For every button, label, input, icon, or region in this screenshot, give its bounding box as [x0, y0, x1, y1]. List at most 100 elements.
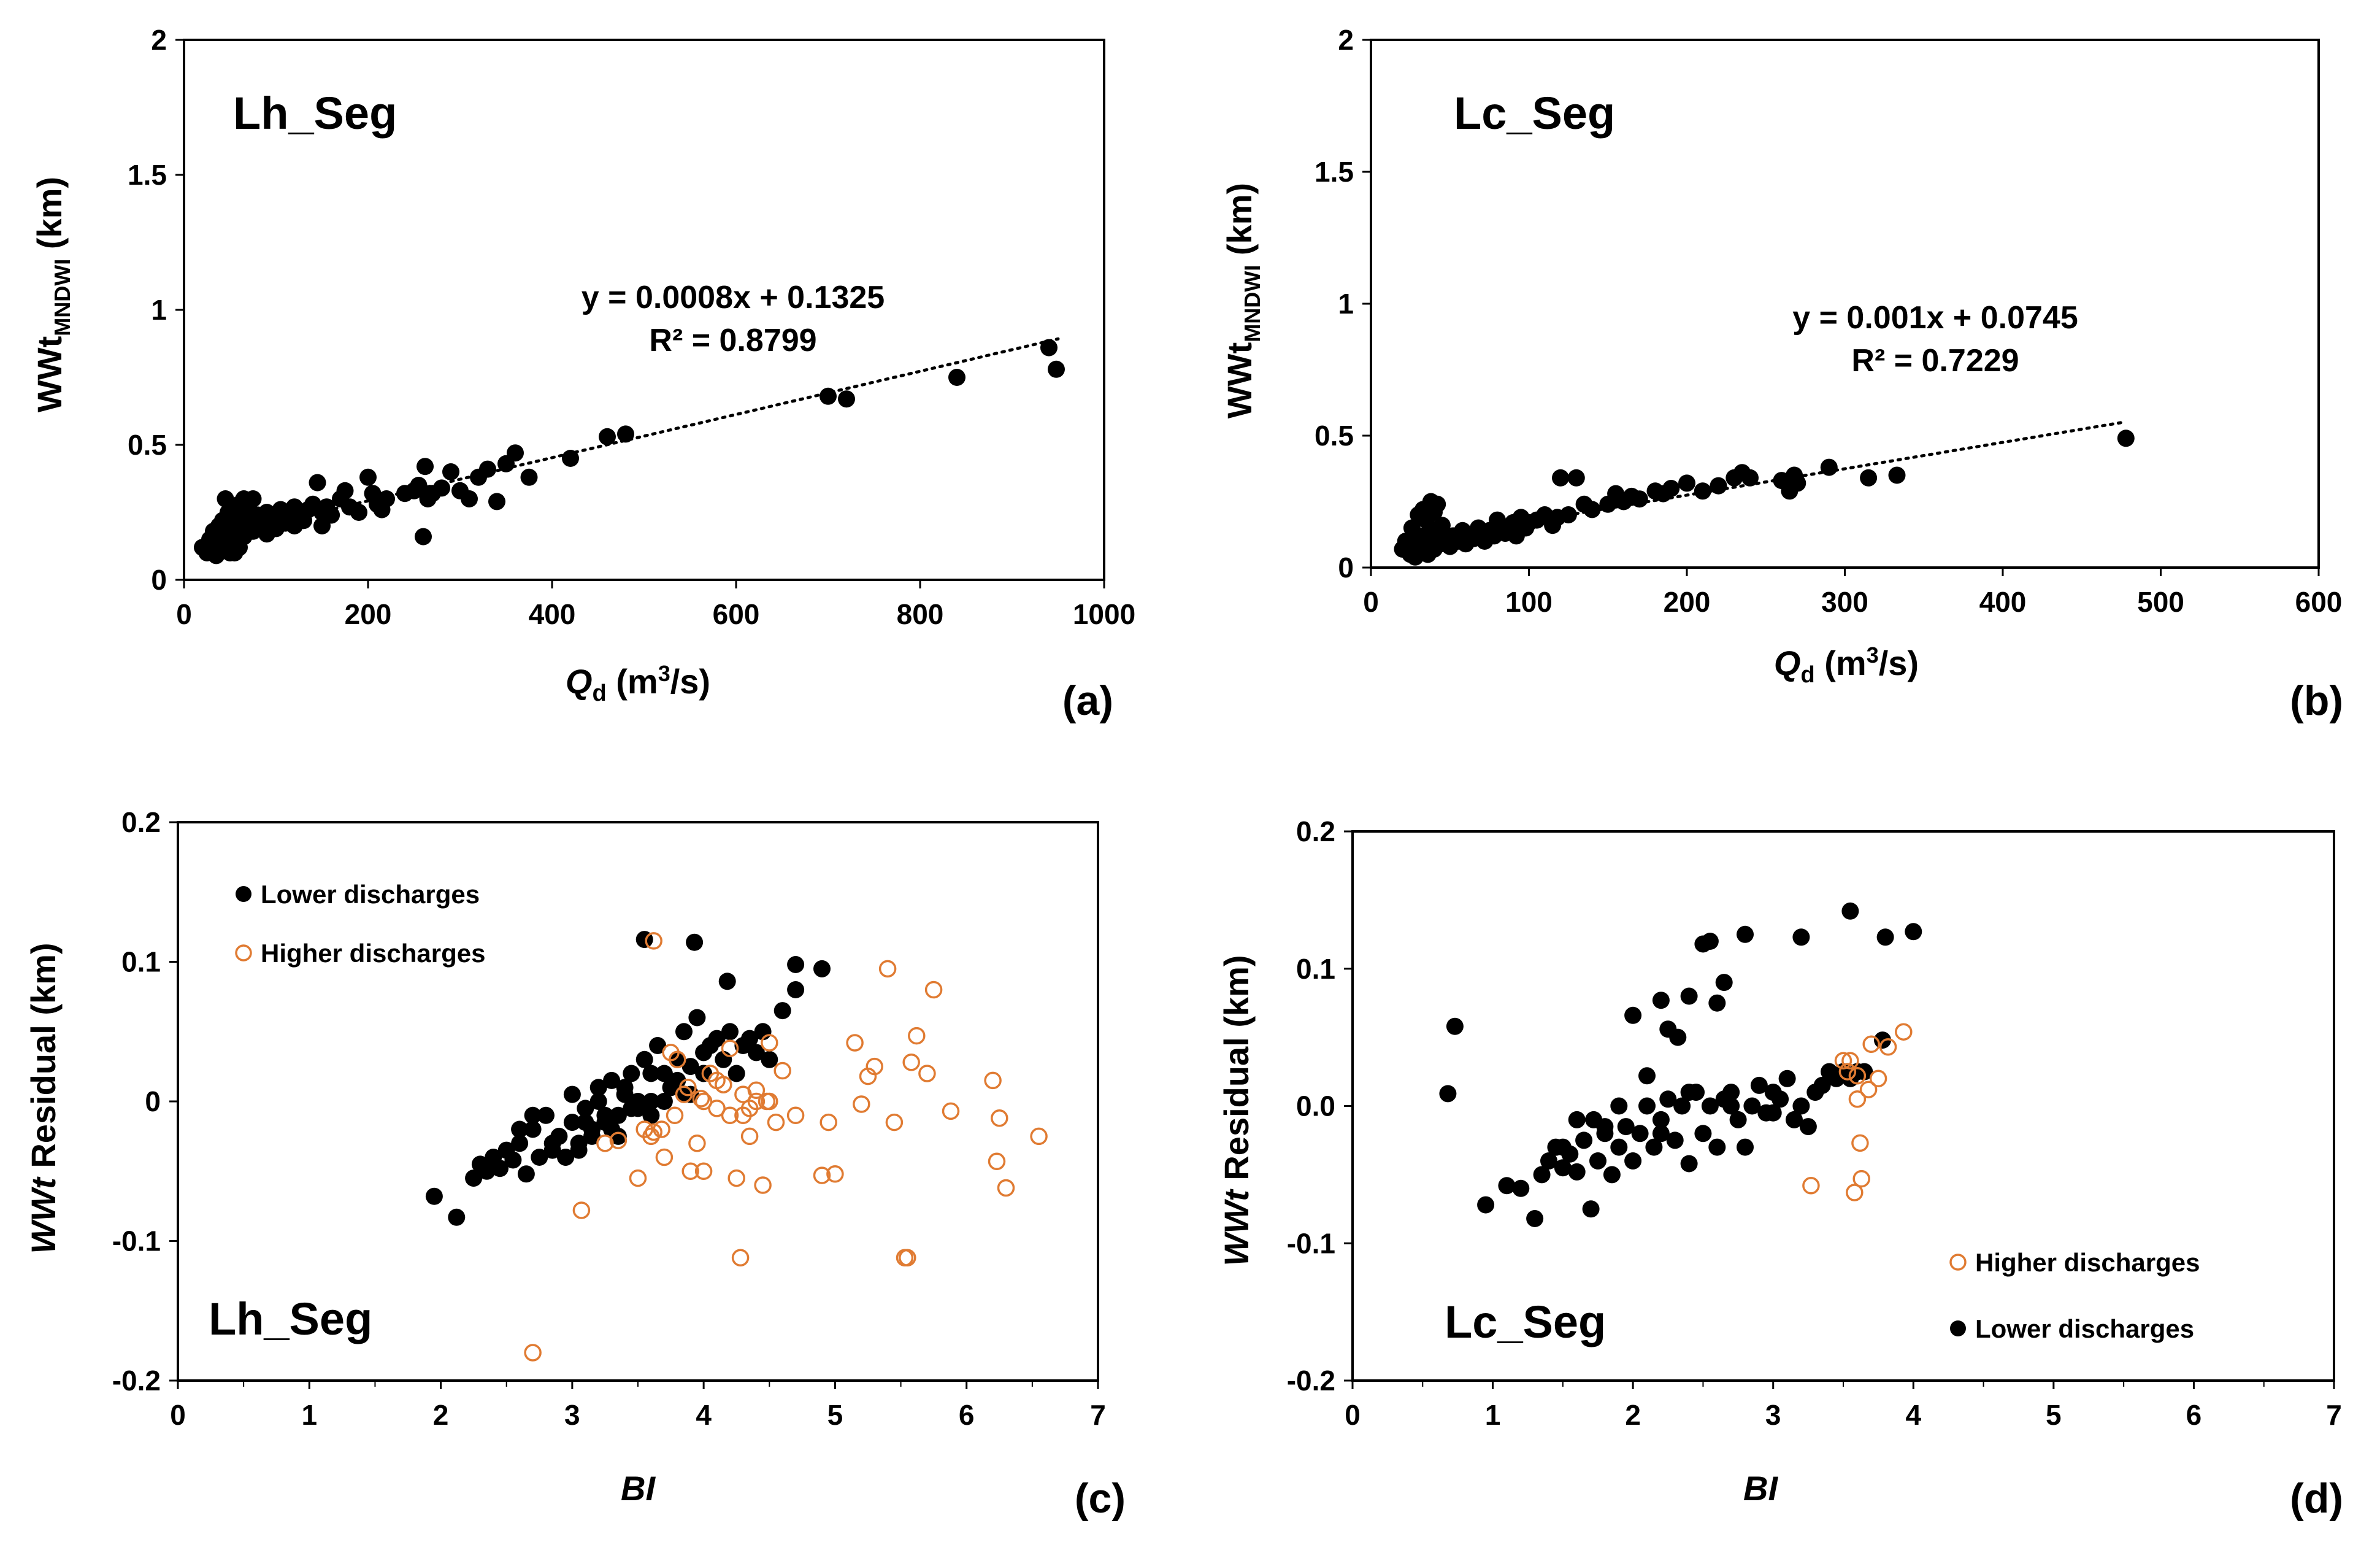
- panel-c-point-lower: [655, 1065, 673, 1082]
- panel-d-point-lower: [1568, 1111, 1586, 1128]
- panel-b: 0 100 200 300 400 500 600 0 0.5 1 1.5 2 Lc_Seg y = …: [1220, 24, 2343, 724]
- panel-b-point-lower: [1567, 469, 1585, 487]
- panel-d-point-lower: [1582, 1200, 1600, 1218]
- panel-d-point-lower: [1701, 1097, 1719, 1115]
- panel-a-point-lower: [461, 490, 478, 507]
- panel-a-point-lower: [295, 512, 312, 530]
- panel-d-xtick-label: 0: [1345, 1399, 1361, 1431]
- panel-c-point-lower: [747, 1044, 765, 1062]
- panel-a-point-lower: [507, 444, 524, 462]
- panel-a-xlabel: Qd (m3/s): [566, 661, 710, 706]
- panel-d-point-lower: [1554, 1159, 1572, 1177]
- panel-c-point-higher: [669, 1050, 686, 1069]
- panel-b-point-lower: [1820, 458, 1838, 476]
- panel-d-point-lower: [1617, 1118, 1635, 1136]
- panel-c-point-lower: [478, 1162, 496, 1180]
- panel-c-point-lower: [589, 1093, 607, 1110]
- panel-d-point-lower: [1568, 1163, 1586, 1181]
- panel-d-point-lower: [1659, 1090, 1677, 1108]
- panel-a-xtick-label: 600: [713, 598, 760, 630]
- panel-d-xtick-label: 3: [1765, 1399, 1781, 1431]
- panel-c-point-higher: [740, 1100, 759, 1117]
- panel-a-ytick-label: 2: [151, 24, 167, 56]
- panel-d-point-lower: [1631, 1125, 1649, 1143]
- panel-d-point-lower: [1589, 1152, 1606, 1170]
- panel-a-xlabel-sub: d: [592, 680, 606, 706]
- panel-a-ytick-label: 1: [151, 294, 167, 326]
- panel-b-xlabel: Qd (m3/s): [1774, 642, 1919, 688]
- panel-c-xtick-label: 5: [827, 1399, 843, 1431]
- panel-b-point-lower: [1710, 477, 1727, 495]
- panel-a-point-lower: [378, 490, 395, 507]
- panel-c-point-lower: [662, 1079, 680, 1096]
- panel-d-point-lower: [1446, 1017, 1464, 1035]
- panel-c-point-lower: [727, 1065, 745, 1082]
- panel-a-point-lower: [520, 468, 538, 486]
- panel-c-point-lower: [589, 1079, 607, 1096]
- panel-a-point-lower: [1040, 339, 1058, 356]
- panel-c-point-lower: [511, 1135, 529, 1152]
- panel-d-point-lower: [1666, 1131, 1684, 1149]
- panel-b-ylabel-unit: (km): [1220, 183, 1259, 265]
- panel-c-label: (c): [1075, 1475, 1126, 1522]
- panel-c-point-higher: [761, 1034, 778, 1052]
- panel-c-point-lower: [603, 1071, 621, 1089]
- panel-a-point-lower: [416, 458, 434, 476]
- panel-c-point-lower: [688, 1009, 706, 1027]
- panel-a-point-lower: [410, 477, 428, 494]
- panel-b-point-lower: [1789, 474, 1806, 492]
- panel-a-point-lower: [433, 479, 450, 497]
- panel-a-point-lower: [240, 498, 257, 516]
- panel-d-point-lower: [1841, 902, 1859, 920]
- panel-a-point-lower: [217, 525, 234, 543]
- panel-c-legend-higher-marker: [235, 944, 252, 961]
- panel-a-point-lower: [235, 528, 253, 545]
- panel-a-segment-label: Lh_Seg: [233, 88, 397, 139]
- panel-a-xtick-label: 800: [897, 598, 944, 630]
- panel-c-point-lower: [570, 1141, 588, 1159]
- panel-d-point-lower: [1792, 928, 1810, 946]
- panel-d-ytick-label: 0.0: [1296, 1090, 1335, 1122]
- panel-c-point-higher: [679, 1079, 697, 1096]
- panel-d-legend-lower-marker: [1950, 1320, 1966, 1336]
- panel-c-point-higher: [853, 1095, 870, 1113]
- panel-d-point-lower: [1610, 1097, 1628, 1115]
- panel-c-point-lower: [681, 1058, 699, 1076]
- panel-d-xlabel: BI: [1743, 1469, 1778, 1508]
- panel-a-point-lower: [599, 428, 616, 445]
- panel-c-xtick-label: 0: [170, 1399, 186, 1431]
- panel-b-xtick-label: 300: [1821, 586, 1868, 618]
- panel-c-point-lower: [537, 1106, 555, 1124]
- panel-c-point-lower: [718, 973, 736, 990]
- panel-d-point-lower: [1729, 1111, 1747, 1128]
- panel-b-point-lower: [2117, 430, 2135, 447]
- panel-d-xtick-label: 4: [1905, 1399, 1921, 1431]
- panel-c-point-lower: [583, 1127, 601, 1145]
- panel-d-point-lower: [1778, 1069, 1796, 1087]
- panel-c-point-higher: [645, 932, 662, 950]
- panel-d-ylabel: WWt Residual (km): [1217, 955, 1256, 1266]
- panel-d-xtick-label: 6: [2186, 1399, 2202, 1431]
- panel-b-xtick-label: 500: [2137, 586, 2184, 618]
- panel-d-point-lower: [1533, 1166, 1551, 1184]
- panel-c-point-lower: [425, 1187, 443, 1205]
- panel-d-point-lower: [1680, 1084, 1698, 1101]
- panel-a-xtick-label: 0: [176, 598, 192, 630]
- panel-c-point-higher: [820, 1113, 837, 1131]
- panel-c-point-higher: [721, 1106, 739, 1125]
- panel-c-point-lower: [448, 1208, 466, 1226]
- panel-b-xlabel-unit-sup: 3: [1867, 642, 1879, 668]
- panel-c-point-lower: [596, 1114, 614, 1131]
- panel-b-xlabel-unit-pre: (m: [1815, 644, 1867, 682]
- panel-c-ytick-label: -0.1: [112, 1225, 161, 1257]
- panel-c-point-higher: [653, 1120, 670, 1138]
- panel-d-xtick-label: 7: [2326, 1399, 2342, 1431]
- panel-a-ytick-label: 1.5: [128, 159, 167, 191]
- panel-b-label: (b): [2290, 677, 2343, 724]
- panel-d-point-lower: [1737, 925, 1754, 943]
- panel-d-point-lower: [1680, 1155, 1698, 1173]
- panel-a-xlabel-unit-sup: 3: [658, 661, 670, 686]
- panel-d-label: (d): [2290, 1475, 2343, 1522]
- panel-c-point-higher: [715, 1076, 732, 1093]
- panel-d-segment-label: Lc_Seg: [1445, 1297, 1606, 1347]
